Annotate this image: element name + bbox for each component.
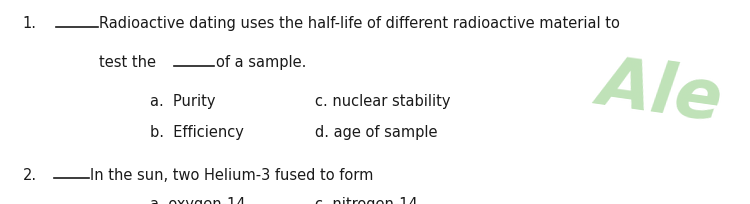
Text: Radioactive dating uses the half-life of different radioactive material to: Radioactive dating uses the half-life of… [99, 16, 620, 31]
Text: b.  Efficiency: b. Efficiency [150, 124, 244, 139]
Text: test the: test the [99, 55, 156, 70]
Text: 1.: 1. [22, 16, 37, 31]
Text: of a sample.: of a sample. [216, 55, 306, 70]
Text: c. nitrogen-14: c. nitrogen-14 [315, 196, 418, 204]
Text: In the sun, two Helium-3 fused to form: In the sun, two Helium-3 fused to form [90, 167, 374, 182]
Text: a.  Purity: a. Purity [150, 94, 215, 109]
Text: d. age of sample: d. age of sample [315, 124, 437, 139]
Text: Ale: Ale [593, 50, 727, 133]
Text: a. oxygen-14: a. oxygen-14 [150, 196, 245, 204]
Text: c. nuclear stability: c. nuclear stability [315, 94, 451, 109]
Text: 2.: 2. [22, 167, 37, 182]
